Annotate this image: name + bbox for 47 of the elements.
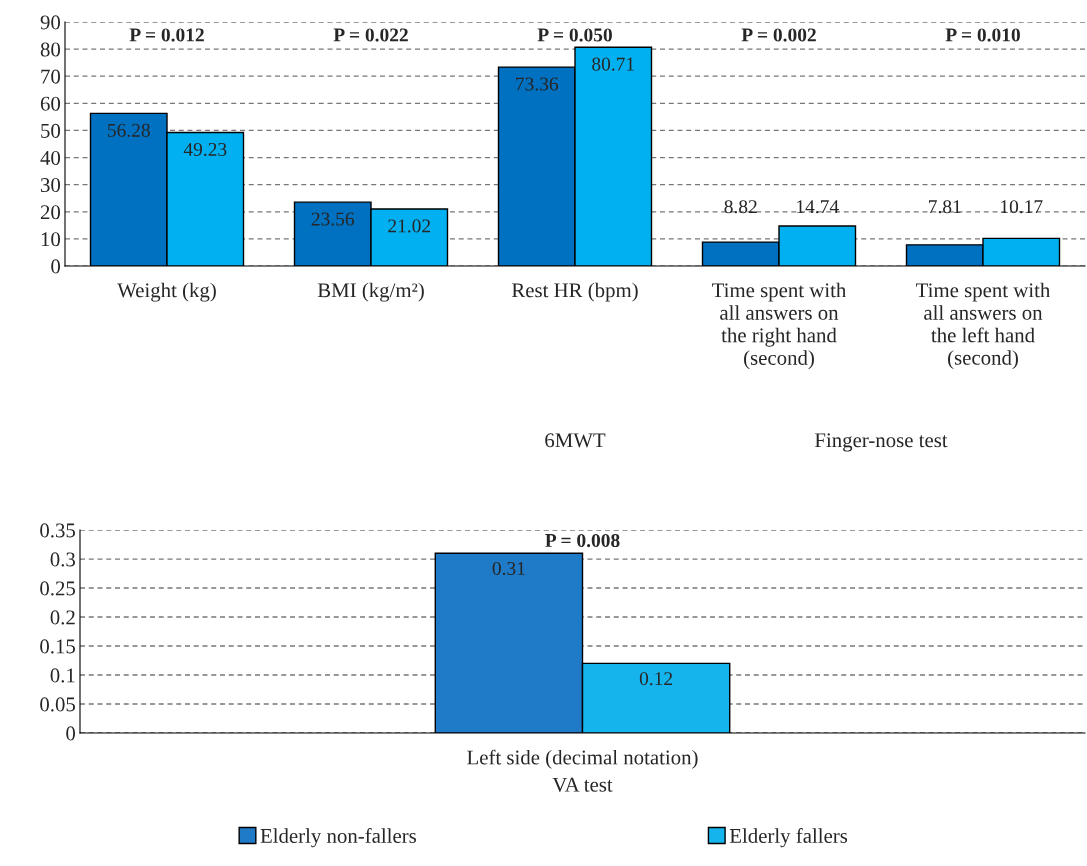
y-tick-label: 70 [41,69,61,84]
x-tick-label: Rest HR (bpm) [511,282,638,302]
y-tick-label: 0 [66,726,76,741]
x-tick-label: Weight (kg) [117,282,216,302]
y-tick-label: 0 [51,259,61,274]
x-tick-label: Time spent with all answers on the left hand (second) [916,282,1051,370]
y-tick-label: 60 [40,96,61,111]
y-tick-label: 0.15 [40,639,76,654]
x-axis-title: VA test [552,777,613,792]
data-label: 0.31 [492,561,525,576]
text: 6MWT [545,433,606,448]
annotation: P = 0.010 [945,28,1020,42]
data-label: 56.28 [108,123,150,137]
data-label: 21.02 [388,219,431,233]
x-tick-label: Left side (decimal notation) [467,749,698,769]
data-label: 7.81 [929,200,961,214]
y-tick-label: 0.1 [50,668,75,683]
annotation: P = 0.002 [741,28,816,42]
x-tick-label: BMI (kg/m²) [317,282,424,302]
y-tick-label: 90 [40,15,61,30]
legend-label: Elderly fallers [729,828,848,848]
annotation: P = 0.050 [537,28,612,42]
y-tick-label: 10 [41,232,61,247]
y-tick-label: 0.3 [50,552,76,567]
y-tick-label: 50 [41,123,61,138]
y-tick-label: 40 [40,150,61,165]
y-tick-label: 0.25 [40,581,76,596]
text: Finger-nose test [814,433,948,452]
annotation: P = 0.012 [129,28,204,42]
y-tick-label: 80 [40,42,61,57]
y-tick-label: 0.2 [50,610,75,625]
y-tick-label: 20 [40,205,61,220]
y-tick-label: 0.05 [40,697,76,712]
data-label: 49.23 [183,142,227,157]
data-label: 8.82 [724,200,757,214]
legend-label: Elderly non-fallers [260,828,417,848]
data-label: 10.17 [1001,200,1043,214]
data-label: 73.36 [516,77,559,91]
y-tick-label: 0.35 [40,523,76,538]
data-label: 80.71 [592,57,634,71]
data-label: 14.74 [797,200,839,214]
data-label: 0.12 [639,672,673,686]
x-tick-label: Time spent with all answers on the right hand (second) [712,282,847,370]
annotation: P = 0.008 [545,533,620,548]
data-label: 23.56 [311,212,355,226]
y-tick-label: 30 [41,178,61,193]
annotation: P = 0.022 [333,28,408,42]
